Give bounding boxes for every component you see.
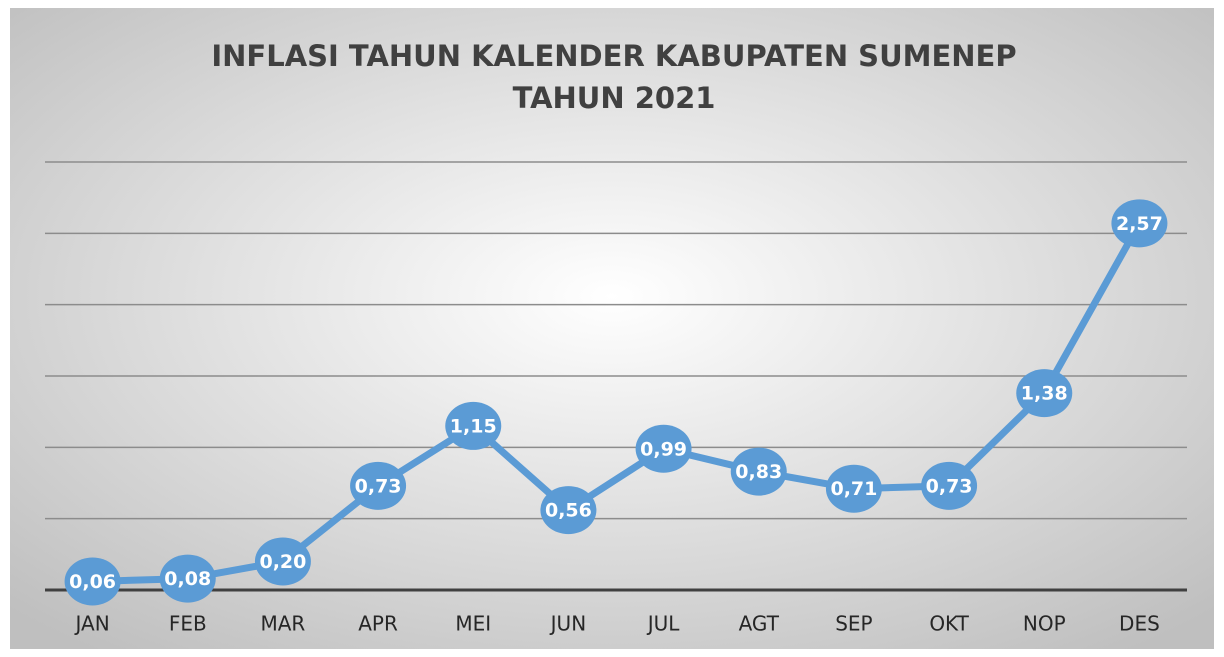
data-point	[254, 537, 311, 586]
data-point	[350, 461, 407, 510]
data-point	[1111, 199, 1168, 248]
data-point	[159, 554, 216, 603]
data-label: 0,73	[926, 475, 973, 497]
data-label: 0,20	[259, 551, 306, 573]
x-tick-label: JUL	[646, 612, 681, 636]
data-label: 0,56	[545, 500, 592, 522]
data-point	[540, 486, 597, 535]
data-label: 0,71	[830, 478, 877, 500]
chart-background	[10, 8, 1214, 649]
data-label: 0,08	[164, 568, 211, 590]
x-tick-label: NOP	[1023, 612, 1066, 636]
data-point	[64, 557, 121, 606]
x-tick-label: AGT	[739, 612, 780, 636]
data-label: 1,15	[450, 415, 497, 437]
data-point	[1016, 369, 1073, 418]
x-tick-label: SEP	[835, 612, 872, 636]
x-tick-label: OKT	[929, 612, 969, 636]
x-tick-label: JUN	[549, 612, 587, 636]
x-tick-label: JAN	[73, 612, 109, 636]
data-point	[921, 461, 978, 510]
data-label: 0,06	[69, 571, 116, 593]
x-tick-label: DES	[1119, 612, 1160, 636]
x-tick-label: MAR	[260, 612, 305, 636]
data-label: 0,99	[640, 438, 687, 460]
data-label: 0,73	[355, 475, 402, 497]
x-tick-label: MEI	[455, 612, 491, 636]
data-label: 1,38	[1021, 383, 1068, 405]
x-tick-label: FEB	[169, 612, 207, 636]
data-label: 0,83	[735, 461, 782, 483]
data-point	[445, 401, 502, 450]
data-point	[730, 447, 787, 496]
x-tick-label: APR	[358, 612, 398, 636]
data-point	[635, 424, 692, 473]
data-point	[825, 464, 882, 513]
data-label: 2,57	[1116, 213, 1163, 235]
chart-title: TAHUN 2021	[513, 81, 716, 115]
chart-title: INFLASI TAHUN KALENDER KABUPATEN SUMENEP	[211, 39, 1016, 73]
